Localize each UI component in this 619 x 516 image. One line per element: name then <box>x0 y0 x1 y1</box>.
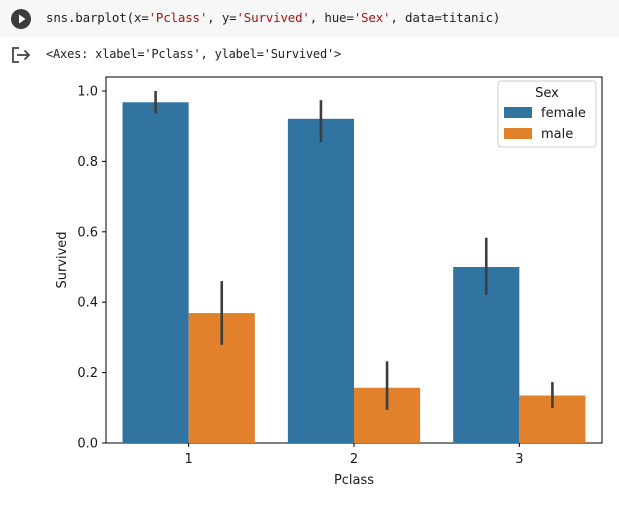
bar-female <box>122 102 189 443</box>
legend-swatch-female <box>504 107 532 118</box>
bar-female <box>453 267 520 443</box>
code-string-token: 'Survived' <box>236 10 310 25</box>
code-string-token: 'Sex' <box>353 10 391 25</box>
legend-title: Sex <box>535 86 559 101</box>
x-axis-label: Pclass <box>334 473 374 488</box>
play-icon <box>19 14 26 24</box>
y-tick-label: 0.8 <box>77 155 98 170</box>
run-cell-button[interactable] <box>11 9 31 29</box>
output-arrow-icon[interactable] <box>10 45 32 65</box>
code-string-token: 'Pclass' <box>148 10 208 25</box>
code-token: , data=titanic) <box>390 10 501 25</box>
code-cell-input[interactable]: sns.barplot(x='Pclass', y='Survived', hu… <box>0 0 619 38</box>
y-tick-label: 0.4 <box>77 296 98 311</box>
x-tick-label: 2 <box>350 452 358 467</box>
y-tick-label: 0.6 <box>77 225 98 240</box>
code-token: , y= <box>207 10 237 25</box>
output-text: <Axes: xlabel='Pclass', ylabel='Survived… <box>46 47 342 61</box>
code-token: , hue= <box>309 10 354 25</box>
y-tick-label: 0.0 <box>77 437 98 452</box>
x-tick-label: 3 <box>515 452 523 467</box>
code-line[interactable]: sns.barplot(x='Pclass', y='Survived', hu… <box>46 10 500 25</box>
legend-label-female: female <box>541 106 586 121</box>
x-tick-label: 1 <box>185 452 193 467</box>
code-token: sns.barplot(x= <box>46 10 149 25</box>
bar-female <box>287 118 354 444</box>
y-axis-label: Survived <box>55 231 70 288</box>
legend-swatch-male <box>504 128 532 139</box>
y-tick-label: 1.0 <box>77 85 98 100</box>
y-tick-label: 0.2 <box>77 366 98 381</box>
legend-label-male: male <box>541 127 573 142</box>
